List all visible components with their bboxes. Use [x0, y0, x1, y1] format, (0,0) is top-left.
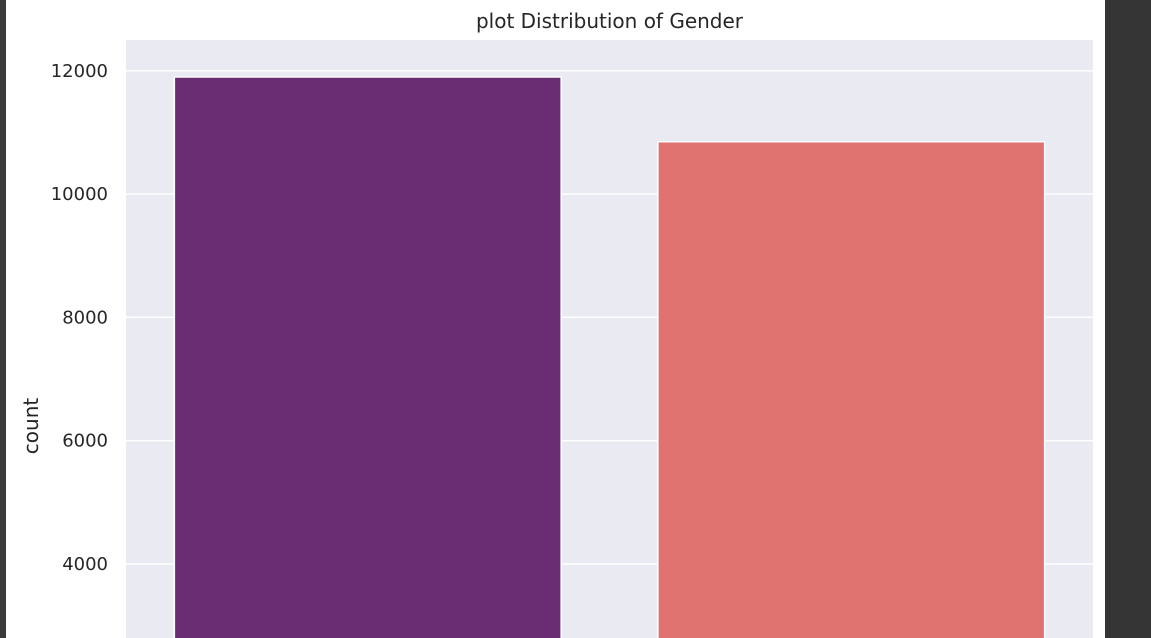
y-tick-label-10000: 10000	[51, 184, 108, 205]
y-tick-labels: 4000 6000 8000 10000 12000	[51, 61, 108, 575]
bar-2	[657, 140, 1046, 638]
y-axis-label: count	[19, 398, 43, 455]
window-frame-right	[1105, 0, 1151, 638]
bar-1	[173, 76, 562, 638]
window-frame-left	[0, 0, 6, 638]
bar-chart: 4000 6000 8000 10000 12000 plot Distribution…	[19, 9, 1093, 638]
y-tick-label-4000: 4000	[62, 554, 108, 575]
chart-title: plot Distribution of Gender	[476, 9, 744, 33]
y-tick-label-12000: 12000	[51, 61, 108, 82]
bars	[173, 76, 1046, 638]
y-tick-label-8000: 8000	[62, 307, 108, 328]
y-tick-label-6000: 6000	[62, 431, 108, 452]
